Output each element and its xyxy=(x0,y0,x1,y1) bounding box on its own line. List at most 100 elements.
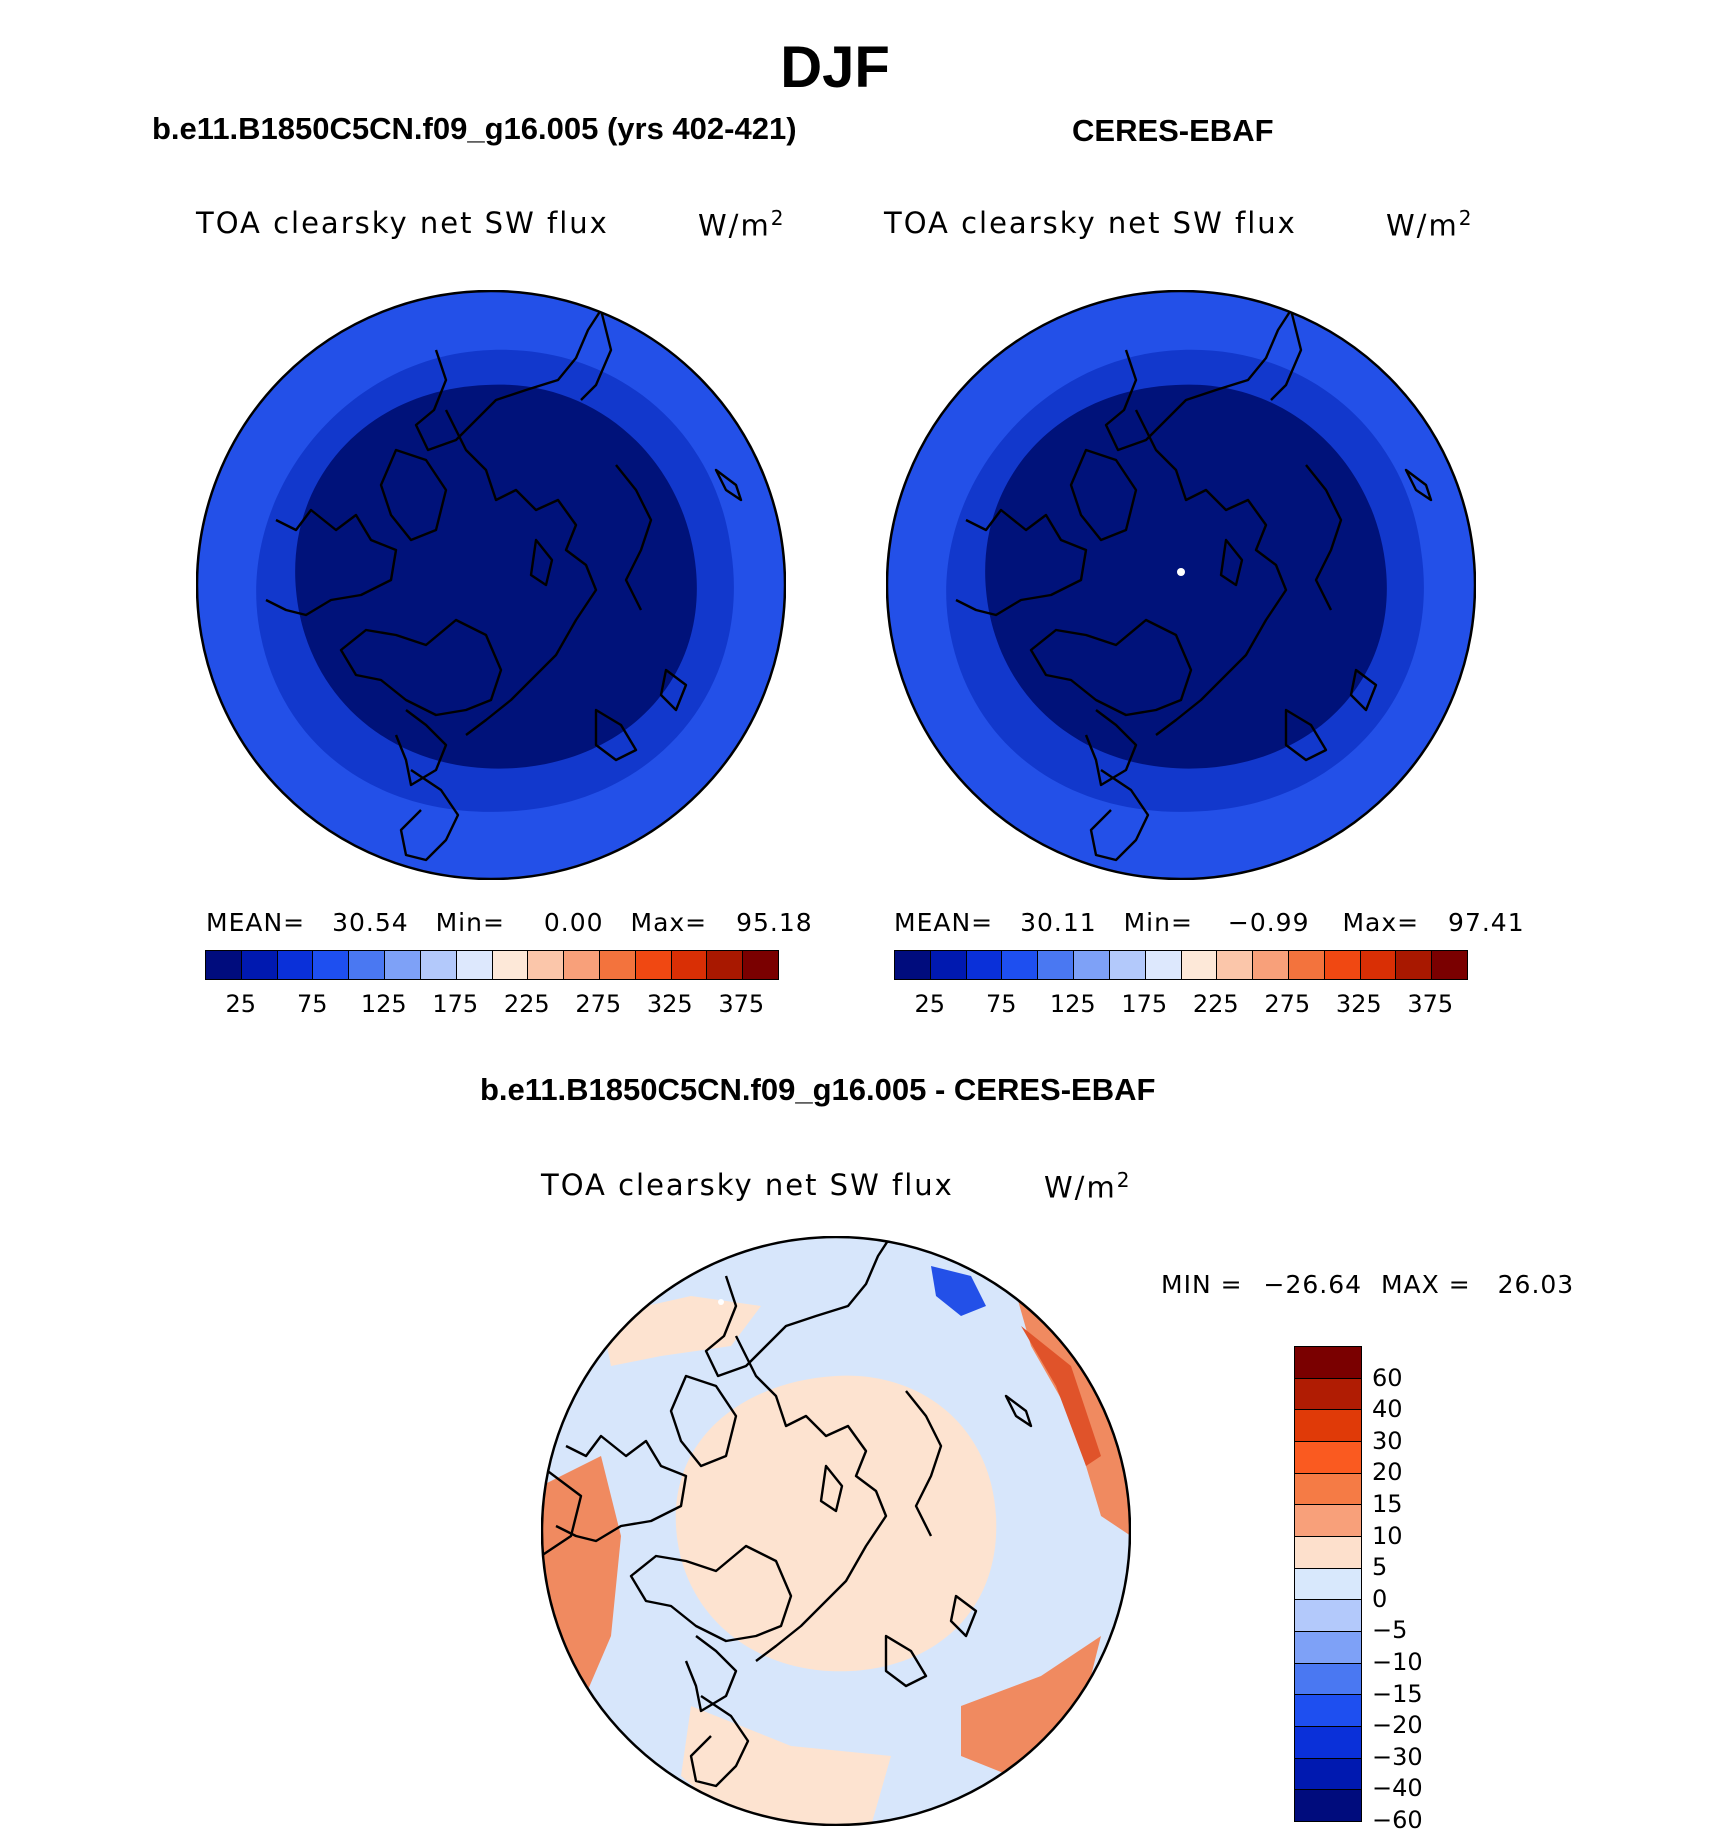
right-polar-map xyxy=(886,290,1476,880)
diff-polar-map xyxy=(541,1236,1131,1826)
colorbar-swatch xyxy=(743,951,778,979)
colorbar-swatch xyxy=(1181,951,1218,979)
right-variable-label: TOA clearsky net SW flux xyxy=(884,206,1297,240)
left-variable-label: TOA clearsky net SW flux xyxy=(196,206,609,240)
diff-colorbar xyxy=(1294,1346,1362,1822)
right-units-label: W/m2 xyxy=(1386,206,1474,243)
min-label: MIN = xyxy=(1161,1270,1243,1299)
right-panel-title: CERES-EBAF xyxy=(1072,113,1274,148)
colorbar-swatch xyxy=(1295,1663,1361,1696)
colorbar-tick-label: 75 xyxy=(985,990,1017,1018)
map-frame xyxy=(541,1236,1131,1826)
colorbar-swatch xyxy=(1002,951,1039,979)
colorbar-swatch xyxy=(1295,1695,1361,1728)
colorbar-swatch xyxy=(599,951,636,979)
right-colorbar xyxy=(894,950,1468,980)
colorbar-tick-label: −30 xyxy=(1372,1742,1423,1771)
colorbar-swatch xyxy=(277,951,314,979)
colorbar-swatch xyxy=(1295,1505,1361,1538)
colorbar-tick-label: 125 xyxy=(360,990,407,1018)
colorbar-swatch xyxy=(1295,1600,1361,1633)
colorbar-swatch xyxy=(1109,951,1146,979)
colorbar-swatch xyxy=(895,951,931,979)
left-stats: MEAN= 30.54 Min= 0.00 Max= 95.18 xyxy=(206,908,813,937)
max-label: Max= xyxy=(630,908,708,937)
colorbar-swatch xyxy=(1217,951,1254,979)
diff-fill-south xyxy=(681,1706,891,1825)
colorbar-swatch xyxy=(1295,1632,1361,1664)
colorbar-swatch xyxy=(1295,1410,1361,1443)
diff-variable-label: TOA clearsky net SW flux xyxy=(541,1168,954,1202)
colorbar-swatch xyxy=(1074,951,1110,979)
colorbar-swatch xyxy=(1360,951,1397,979)
colorbar-swatch xyxy=(241,951,278,979)
colorbar-swatch xyxy=(313,951,350,979)
map-fill-inner xyxy=(985,384,1387,769)
right-stats: MEAN= 30.11 Min= −0.99 Max= 97.41 xyxy=(894,908,1525,937)
colorbar-swatch xyxy=(1288,951,1325,979)
colorbar-tick-label: −10 xyxy=(1372,1647,1423,1676)
colorbar-tick-label: 20 xyxy=(1372,1458,1403,1487)
colorbar-tick-label: −60 xyxy=(1372,1806,1423,1834)
colorbar-tick-label: 325 xyxy=(646,990,693,1018)
left-colorbar-labels: 25 75 125 175 225 275 325 375 xyxy=(205,990,777,1020)
colorbar-tick-label: 175 xyxy=(432,990,479,1018)
colorbar-swatch xyxy=(456,951,493,979)
colorbar-swatch xyxy=(707,951,744,979)
mean-value: 30.11 xyxy=(1020,908,1097,937)
colorbar-tick-label: 275 xyxy=(1264,990,1311,1018)
left-colorbar xyxy=(205,950,779,980)
diff-stats: MIN = −26.64 MAX = 26.03 xyxy=(1161,1270,1574,1299)
diff-fill-southeast xyxy=(961,1636,1101,1776)
map-fill-inner xyxy=(295,384,697,769)
diff-units-label: W/m2 xyxy=(1044,1168,1132,1205)
colorbar-swatch xyxy=(1295,1378,1361,1411)
colorbar-tick-label: 375 xyxy=(718,990,765,1018)
colorbar-tick-label: 275 xyxy=(575,990,622,1018)
colorbar-swatch xyxy=(1295,1442,1361,1474)
colorbar-swatch xyxy=(206,951,242,979)
colorbar-tick-label: 40 xyxy=(1372,1395,1403,1424)
colorbar-tick-label: 15 xyxy=(1372,1489,1403,1518)
max-label: MAX = xyxy=(1380,1270,1471,1299)
map-frame xyxy=(196,290,786,880)
colorbar-tick-label: −40 xyxy=(1372,1774,1423,1803)
colorbar-swatch xyxy=(1324,951,1361,979)
pole-marker xyxy=(1177,568,1185,576)
max-value: 95.18 xyxy=(736,908,813,937)
colorbar-swatch xyxy=(1295,1473,1361,1506)
colorbar-swatch xyxy=(1295,1790,1361,1822)
min-label: Min= xyxy=(1123,908,1193,937)
colorbar-swatch xyxy=(1295,1568,1361,1601)
colorbar-swatch xyxy=(1038,951,1075,979)
max-label: Max= xyxy=(1342,908,1420,937)
diff-colorbar-labels: 60 40 30 20 15 10 5 0 −5 −10 −15 −20 −30 −40 −60 xyxy=(1372,1346,1472,1834)
pole-marker xyxy=(718,1299,724,1305)
colorbar-tick-label: 325 xyxy=(1335,990,1382,1018)
left-units-label: W/m2 xyxy=(698,206,786,243)
diff-panel-title: b.e11.B1850C5CN.f09_g16.005 - CERES-EBAF xyxy=(480,1072,1156,1107)
colorbar-tick-label: 225 xyxy=(1192,990,1239,1018)
colorbar-swatch xyxy=(1295,1758,1361,1791)
colorbar-tick-label: 375 xyxy=(1407,990,1454,1018)
colorbar-swatch xyxy=(492,951,529,979)
figure-title: DJF xyxy=(780,35,890,100)
max-value: 97.41 xyxy=(1448,908,1525,937)
colorbar-swatch xyxy=(385,951,421,979)
colorbar-tick-label: 225 xyxy=(503,990,550,1018)
colorbar-swatch xyxy=(635,951,672,979)
colorbar-swatch xyxy=(349,951,386,979)
min-value: 0.00 xyxy=(543,908,604,937)
colorbar-swatch xyxy=(1295,1537,1361,1569)
colorbar-tick-label: 175 xyxy=(1121,990,1168,1018)
colorbar-swatch xyxy=(671,951,708,979)
coastlines xyxy=(955,309,1433,862)
colorbar-tick-label: −5 xyxy=(1372,1616,1408,1645)
colorbar-tick-label: 60 xyxy=(1372,1363,1403,1392)
left-polar-map xyxy=(196,290,786,880)
left-panel-title: b.e11.B1850C5CN.f09_g16.005 (yrs 402-421… xyxy=(152,111,797,146)
colorbar-swatch xyxy=(1295,1347,1361,1379)
colorbar-tick-label: 0 xyxy=(1372,1584,1388,1613)
colorbar-swatch xyxy=(420,951,457,979)
colorbar-tick-label: 75 xyxy=(296,990,328,1018)
